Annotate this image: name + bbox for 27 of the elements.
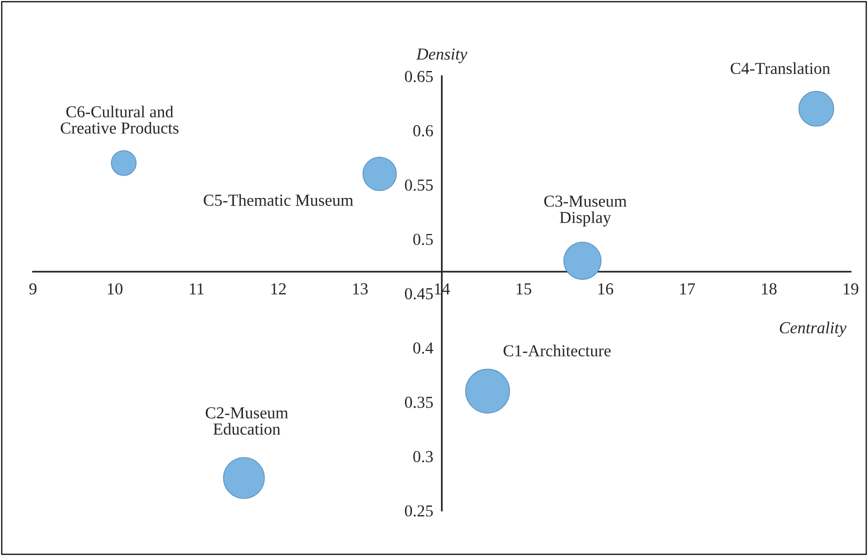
- y-tick-label: 0.4: [413, 342, 434, 354]
- x-tick-label: 12: [271, 283, 286, 294]
- annotation: C6-Cultural and Creative Products: [60, 106, 178, 134]
- annotation: C3-Museum Display: [544, 196, 627, 227]
- x-tick-label: 10: [108, 283, 122, 294]
- x-tick-label: 13: [353, 283, 368, 294]
- y-axis-title: Density: [416, 48, 468, 64]
- x-axis-title: Centrality: [780, 322, 846, 337]
- x-tick-label: 15: [516, 283, 532, 294]
- y-tick-label: 0.3: [413, 450, 433, 462]
- annotation: C4-Translation: [730, 62, 830, 74]
- x-tick-label: 16: [598, 283, 614, 294]
- y-tick-label: 0.6: [413, 125, 433, 136]
- y-tick-label: 0.5: [413, 234, 433, 246]
- y-tick-label: 0.45: [404, 288, 433, 300]
- y-tick-label: 0.65: [404, 70, 433, 82]
- annotation: C2-Museum Education: [206, 407, 288, 435]
- x-tick-label: 11: [190, 283, 204, 294]
- annotation: C1-Architecture: [504, 344, 611, 356]
- x-tick-label: 18: [762, 283, 777, 294]
- y-tick-label: 0.35: [404, 396, 433, 408]
- y-tick-label: 0.55: [404, 179, 433, 191]
- x-tick-label: 9: [29, 283, 36, 294]
- x-tick-label: 17: [680, 283, 695, 294]
- x-tick-label: 19: [844, 283, 858, 294]
- annotation: C5-Thematic Museum: [204, 194, 354, 206]
- y-tick-label: 0.25: [404, 505, 433, 517]
